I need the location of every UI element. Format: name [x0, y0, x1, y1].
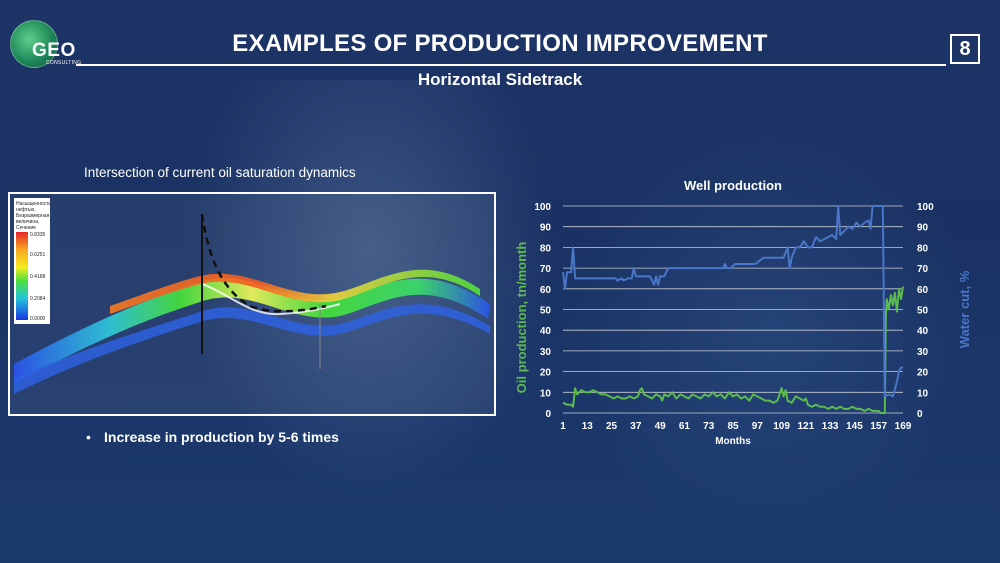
logo-subtext: CONSULTING [46, 60, 82, 66]
chart-title: Well production [684, 178, 782, 193]
y-left-tick-label-0: 0 [545, 409, 551, 420]
x-tick-label-97: 97 [752, 421, 764, 432]
x-tick-label-85: 85 [727, 421, 739, 432]
x-tick-label-157: 157 [870, 421, 887, 432]
legend-value-4: 0.0000 [30, 316, 46, 322]
x-axis-label: Months [715, 436, 751, 447]
y-right-tick-label-40: 40 [917, 326, 929, 337]
y-left-tick-label-70: 70 [540, 264, 552, 275]
bullet-text: Increase in production by 5-6 times [104, 429, 339, 445]
legend-value-3: 0.2084 [30, 296, 46, 302]
legend-title-line-3: Безразмерная [16, 213, 50, 219]
reservoir-layer-bottom [14, 304, 490, 394]
y-right-tick-label-60: 60 [917, 285, 929, 296]
x-tick-label-13: 13 [582, 421, 594, 432]
y-right-tick-label-30: 30 [917, 347, 929, 358]
y-right-tick-label-70: 70 [917, 264, 929, 275]
y-left-tick-label-40: 40 [540, 326, 552, 337]
series-line-water-cut [562, 205, 903, 398]
legend-color-bar [16, 232, 28, 320]
y-right-tick-label-90: 90 [917, 223, 929, 234]
page-number-badge: 8 [950, 34, 980, 64]
legend-title-line-4: величина, [16, 219, 39, 225]
y-right-tick-label-0: 0 [917, 409, 923, 420]
y-left-tick-label-20: 20 [540, 368, 552, 379]
series-line-oil-production [562, 286, 904, 414]
legend-title-line-1: Насыщенность [16, 201, 51, 207]
y-right-tick-label-50: 50 [917, 306, 929, 317]
saturation-cross-section: Насыщенность нефтью, Безразмерная величи… [14, 198, 490, 394]
y-left-axis-label: Oil production, tn/month [514, 242, 529, 394]
bullet-production-increase: • Increase in production by 5-6 times [86, 429, 339, 445]
page-subtitle: Horizontal Sidetrack [417, 70, 583, 89]
chart-svg: Well production 0 0 10 10 20 20 30 30 40 40 50 50 60 6… [514, 178, 972, 447]
y-left-tick-label-90: 90 [540, 223, 552, 234]
x-tick-label-1: 1 [560, 421, 566, 432]
y-left-tick-label-100: 100 [534, 202, 551, 213]
x-tick-label-133: 133 [822, 421, 839, 432]
y-right-axis-label: Water cut, % [957, 270, 972, 348]
y-right-tick-label-10: 10 [917, 388, 929, 399]
page-title: EXAMPLES OF PRODUCTION IMPROVEMENT [232, 30, 768, 57]
y-right-tick-label-100: 100 [917, 202, 934, 213]
globe-icon [10, 20, 58, 68]
y-left-tick-label-30: 30 [540, 347, 552, 358]
legend-value-2: 0.4168 [30, 274, 46, 280]
x-tick-label-109: 109 [773, 421, 790, 432]
saturation-model-image: Насыщенность нефтью, Безразмерная величи… [8, 192, 496, 416]
x-tick-label-61: 61 [679, 421, 691, 432]
reservoir-highlight [201, 283, 341, 316]
x-tick-label-73: 73 [703, 421, 715, 432]
legend-value-1: 0.6251 [30, 252, 46, 258]
logo-text: GEO [32, 40, 76, 61]
x-tick-label-169: 169 [895, 421, 912, 432]
x-tick-label-121: 121 [798, 421, 815, 432]
y-right-tick-label-80: 80 [917, 243, 929, 254]
x-tick-label-145: 145 [846, 421, 863, 432]
x-tick-label-49: 49 [655, 421, 667, 432]
y-left-tick-label-10: 10 [540, 388, 552, 399]
legend-title-line-2: нефтью, [16, 207, 36, 213]
bullet-dot: • [86, 429, 91, 445]
y-left-tick-label-60: 60 [540, 285, 552, 296]
y-left-tick-label-50: 50 [540, 306, 552, 317]
title-divider [76, 64, 946, 66]
x-tick-label-25: 25 [606, 421, 618, 432]
sidetrack-trajectory [200, 213, 327, 313]
legend-value-0: 0.8335 [30, 232, 46, 238]
x-tick-label-37: 37 [630, 421, 642, 432]
legend-title-line-5: Сечение [16, 225, 36, 231]
y-right-tick-label-20: 20 [917, 368, 929, 379]
geo-consulting-logo: GEO CONSULTING [10, 20, 82, 72]
well-production-chart: Well production 0 0 10 10 20 20 30 30 40 40 50 50 60 6… [505, 170, 995, 460]
y-left-tick-label-80: 80 [540, 243, 552, 254]
model-caption: Intersection of current oil saturation d… [84, 165, 356, 180]
reservoir-layer-main [14, 277, 490, 384]
